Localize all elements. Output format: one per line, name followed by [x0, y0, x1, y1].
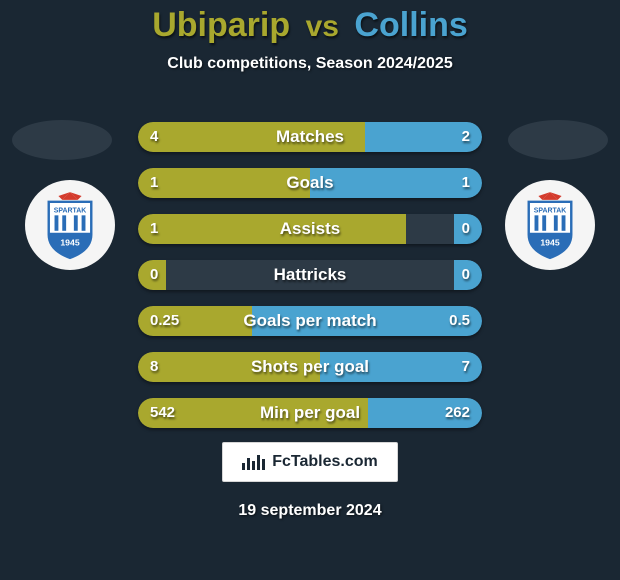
stat-row: 542262Min per goal: [138, 398, 482, 428]
club-badge-right: SPARTAK 1945: [505, 180, 595, 270]
stat-row: 0.250.5Goals per match: [138, 306, 482, 336]
stat-label: Goals per match: [138, 306, 482, 336]
stat-label: Shots per goal: [138, 352, 482, 382]
logo-text: FcTables.com: [272, 453, 378, 471]
svg-text:SPARTAK: SPARTAK: [534, 207, 567, 214]
logo-bars-icon: [242, 455, 265, 470]
svg-text:1945: 1945: [540, 237, 559, 247]
stat-row: 87Shots per goal: [138, 352, 482, 382]
stat-row: 10Assists: [138, 214, 482, 244]
stat-row: 42Matches: [138, 122, 482, 152]
title-player1: Ubiparip: [152, 6, 290, 44]
stat-label: Hattricks: [138, 260, 482, 290]
stats-bars: 42Matches 11Goals 10Assists 00Hattricks 0.25…: [138, 122, 482, 444]
svg-text:1945: 1945: [60, 237, 79, 247]
avatar-placeholder-right: [508, 120, 608, 160]
page-title: Ubiparip vs Collins: [0, 0, 620, 45]
stat-label: Matches: [138, 122, 482, 152]
avatar-placeholder-left: [12, 120, 112, 160]
club-badge-left: SPARTAK 1945: [25, 180, 115, 270]
svg-text:SPARTAK: SPARTAK: [54, 207, 87, 214]
stat-label: Assists: [138, 214, 482, 244]
title-vs: vs: [306, 10, 339, 43]
title-player2: Collins: [354, 6, 467, 44]
stat-label: Min per goal: [138, 398, 482, 428]
stat-label: Goals: [138, 168, 482, 198]
stat-row: 00Hattricks: [138, 260, 482, 290]
fctables-logo: FcTables.com: [222, 442, 398, 482]
date-text: 19 september 2024: [0, 502, 620, 520]
subtitle: Club competitions, Season 2024/2025: [0, 55, 620, 73]
stat-row: 11Goals: [138, 168, 482, 198]
